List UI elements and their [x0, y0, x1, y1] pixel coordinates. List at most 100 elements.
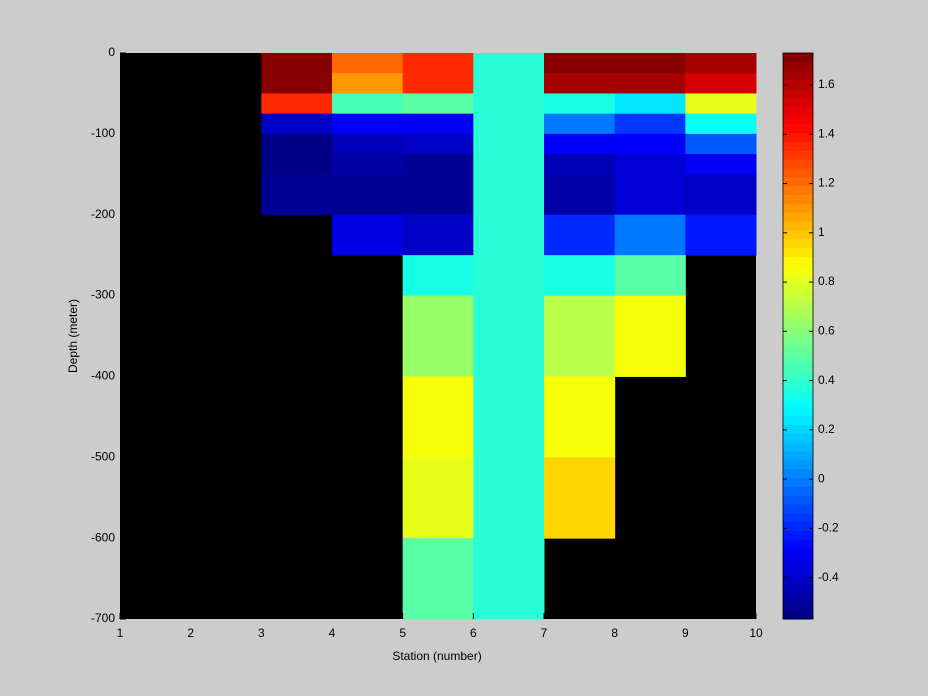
colorbar-segment	[783, 256, 813, 266]
colorbar-segment	[783, 495, 813, 505]
x-axis-label: Station (number)	[392, 649, 481, 663]
colorbar-segment	[783, 583, 813, 593]
heatmap-cell	[473, 93, 545, 115]
y-tick-label: -600	[91, 530, 115, 544]
x-tick-label: 10	[749, 626, 763, 640]
colorbar-segment	[783, 327, 813, 337]
heatmap-cell	[685, 133, 757, 155]
y-tick-label: -100	[91, 126, 115, 140]
heatmap-cell	[402, 53, 474, 74]
heatmap-cell	[473, 214, 545, 256]
heatmap-cell	[544, 133, 616, 155]
colorbar-segment	[783, 176, 813, 187]
colorbar-segment	[783, 106, 813, 116]
heatmap-cell	[544, 53, 616, 74]
heatmap-cell	[402, 295, 474, 377]
colorbar-segment	[783, 53, 813, 63]
heatmap-cell	[261, 133, 333, 155]
x-tick-label: 4	[329, 626, 336, 640]
heatmap-cell	[402, 73, 474, 94]
colorbar-segment	[783, 442, 813, 452]
heatmap-cell	[332, 93, 404, 115]
colorbar-segment	[783, 282, 813, 293]
colorbar-segment	[783, 397, 813, 408]
heatmap-cell	[685, 93, 757, 115]
heatmap-cell	[473, 133, 545, 155]
heatmap-cell	[473, 457, 545, 539]
colorbar-tick-label: 1.6	[818, 77, 835, 91]
colorbar-segment	[783, 247, 813, 257]
colorbar-tick-label: 0	[818, 471, 825, 485]
heatmap-cell	[544, 73, 616, 94]
x-tick-label: 5	[399, 626, 406, 640]
heatmap-cell	[402, 457, 474, 539]
colorbar-segment	[783, 274, 813, 284]
colorbar-segment	[783, 167, 813, 178]
x-tick-label: 9	[682, 626, 689, 640]
heatmap-cell	[614, 133, 686, 155]
colorbar-frame	[782, 52, 814, 620]
colorbar-tick-label: 1.2	[818, 176, 835, 190]
colorbar-segment	[783, 406, 813, 417]
colorbar-segment	[783, 97, 813, 107]
colorbar-segment	[783, 132, 813, 142]
heatmap-cell	[544, 93, 616, 115]
colorbar-tick-label: -0.2	[818, 521, 839, 535]
colorbar-segment	[783, 512, 813, 523]
heatmap-cell	[402, 255, 474, 297]
x-tick-label: 7	[541, 626, 548, 640]
heatmap-cell	[402, 538, 474, 620]
heatmap-cell	[614, 53, 686, 74]
colorbar-segment	[783, 477, 813, 487]
colorbar-segment	[783, 592, 813, 602]
colorbar-segment	[783, 318, 813, 328]
heatmap-cell	[614, 113, 686, 135]
heatmap-cell	[332, 174, 404, 216]
heatmap-cell	[614, 174, 686, 216]
colorbar-segment	[783, 548, 813, 558]
colorbar-segment	[783, 79, 813, 89]
x-tick-label: 1	[117, 626, 124, 640]
colorbar-tick-label: 0.6	[818, 323, 835, 337]
heatmap-cell	[473, 113, 545, 135]
heatmap-cell	[473, 538, 545, 620]
colorbar-segment	[783, 424, 813, 434]
colorbar-segment	[783, 362, 813, 372]
heatmap-cell	[473, 376, 545, 458]
heatmap-cell	[402, 214, 474, 256]
colorbar-segment	[783, 459, 813, 470]
colorbar-tick-label: 1	[818, 225, 825, 239]
colorbar-segment	[783, 601, 813, 611]
y-tick-label: -500	[91, 449, 115, 463]
heatmap-cell	[473, 174, 545, 216]
heatmap-cell	[544, 457, 616, 539]
heatmap-cell	[402, 376, 474, 458]
heatmap-cell	[685, 174, 757, 216]
heatmap-cell	[685, 214, 757, 256]
colorbar-segment	[783, 371, 813, 381]
y-tick-label: -200	[91, 207, 115, 221]
colorbar-segment	[783, 389, 813, 399]
colorbar-segment	[783, 504, 813, 514]
y-axis-label: Depth (meter)	[66, 299, 80, 373]
colorbar-segment	[783, 353, 813, 364]
heatmap-cell	[473, 295, 545, 377]
heatmap-cell	[332, 113, 404, 135]
colorbar-segment	[783, 433, 813, 443]
heatmap-cell	[614, 154, 686, 175]
colorbar-tick-label: -0.4	[818, 570, 839, 584]
colorbar-segment	[783, 291, 813, 302]
heatmap-cell	[332, 214, 404, 256]
colorbar-segment	[783, 468, 813, 478]
heatmap-cell	[332, 53, 404, 74]
heatmap-cell	[544, 113, 616, 135]
heatmap-cell	[473, 53, 545, 74]
x-tick-label: 3	[258, 626, 265, 640]
colorbar-tick-label: 0.8	[818, 274, 835, 288]
heatmap-cell	[544, 174, 616, 216]
colorbar-segment	[783, 300, 813, 310]
colorbar-segment	[783, 150, 813, 160]
colorbar-segment	[783, 212, 813, 222]
